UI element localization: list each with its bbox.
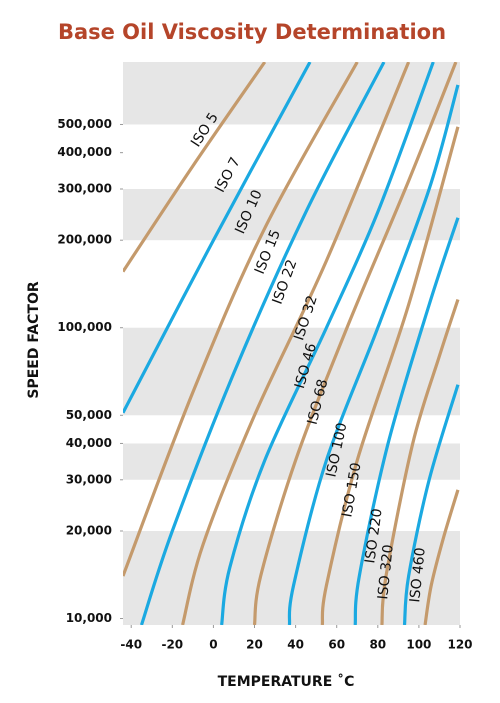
bands (123, 62, 460, 625)
x-tick-label: -20 (161, 638, 183, 652)
x-tick-label: 100 (406, 638, 431, 652)
y-tick-label: 20,000 (66, 523, 112, 537)
curve-label: ISO 220 (362, 508, 386, 565)
y-axis-label: SPEED FACTOR (26, 281, 42, 398)
x-tick-label: 20 (246, 638, 263, 652)
y-tick-label: 100,000 (57, 320, 112, 334)
y-tick-label: 40,000 (66, 436, 112, 450)
band (123, 188, 460, 241)
curve-label-group: ISO 460 (407, 547, 429, 604)
curve (181, 62, 411, 625)
x-axis-label: TEMPERATURE ˚C (218, 673, 355, 690)
x-tick-label: 40 (287, 638, 304, 652)
curve (287, 84, 460, 625)
x-tick-label: 60 (328, 638, 345, 652)
x-tick-label: 80 (369, 638, 386, 652)
curve (252, 62, 458, 625)
x-tick-label: 120 (447, 638, 472, 652)
curve (123, 62, 312, 414)
curve (139, 62, 386, 625)
y-tick-label: 200,000 (57, 233, 112, 247)
curve (320, 126, 460, 625)
y-tick-label: 400,000 (57, 145, 112, 159)
y-tick-label: 30,000 (66, 472, 112, 486)
y-tick-label: 300,000 (57, 181, 112, 195)
curves (123, 62, 460, 625)
y-tick-label: 10,000 (66, 611, 112, 625)
curve (353, 217, 460, 625)
curve-label: ISO 460 (407, 547, 429, 604)
curve (380, 299, 460, 625)
chart-title: Base Oil Viscosity Determination (58, 20, 446, 44)
curve (123, 62, 267, 273)
curve (220, 62, 435, 625)
curve-label-group: ISO 220 (362, 508, 386, 565)
curve (402, 384, 460, 625)
y-tick-label: 500,000 (57, 117, 112, 131)
x-tick-label: -40 (120, 638, 142, 652)
curve (123, 62, 359, 577)
curve-label: ISO 320 (375, 544, 397, 601)
x-tick-label: 0 (209, 638, 217, 652)
y-tick-label: 50,000 (66, 408, 112, 422)
curve-label-group: ISO 320 (375, 544, 397, 601)
curve (423, 489, 460, 625)
